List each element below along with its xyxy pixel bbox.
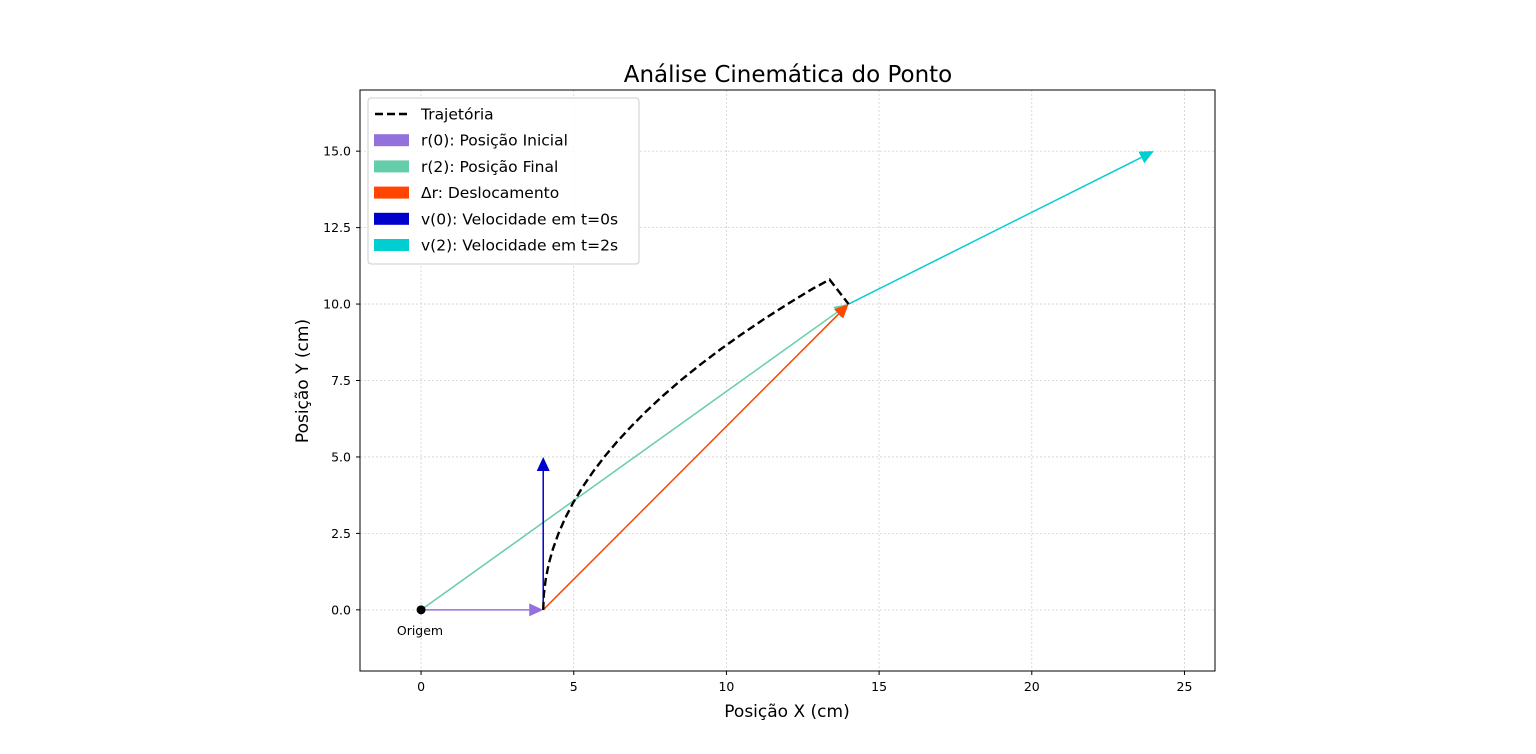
- legend-patch-swatch: [374, 212, 409, 225]
- legend-label: Trajetória: [420, 106, 494, 124]
- legend-label: Δr: Deslocamento: [421, 184, 559, 202]
- grid: [360, 90, 1215, 671]
- legend-entry: v(2): Velocidade em t=2s: [374, 237, 618, 255]
- x-tick-label: 15: [871, 679, 887, 694]
- x-tick-label: 10: [718, 679, 734, 694]
- y-tick-label: 5.0: [331, 449, 351, 464]
- x-tick-label: 25: [1177, 679, 1193, 694]
- legend-entry: Trajetória: [375, 106, 494, 124]
- origin-label: Origem: [397, 623, 443, 638]
- legend-entry: r(0): Posição Inicial: [374, 132, 568, 150]
- vector-head: [834, 304, 849, 319]
- legend-label: r(2): Posição Final: [421, 158, 558, 176]
- y-axis-label: Posição Y (cm): [293, 319, 313, 443]
- vector-shaft: [542, 313, 840, 611]
- vector-head: [529, 603, 544, 617]
- legend-entry: r(2): Posição Final: [374, 158, 558, 176]
- y-tick-label: 15.0: [323, 144, 351, 159]
- axis-ticks: 0 5 10 15 20 25 0.0 2.5 5.0 7.5 10.0 12.5 15.0: [323, 144, 1192, 694]
- vector-r0: [421, 603, 544, 617]
- vector-shaft: [848, 156, 1142, 305]
- legend-patch-swatch: [374, 160, 409, 173]
- chart-title: Análise Cinemática do Ponto: [624, 62, 953, 88]
- legend-patch-swatch: [374, 239, 409, 251]
- legend-patch-swatch: [374, 134, 409, 147]
- x-tick-label: 0: [417, 679, 425, 694]
- x-tick-label: 20: [1024, 679, 1040, 694]
- origin-marker: [416, 605, 426, 615]
- legend-entry: Δr: Deslocamento: [374, 184, 559, 202]
- y-tick-label: 7.5: [331, 373, 351, 388]
- legend-label: v(0): Velocidade em t=0s: [421, 210, 618, 228]
- legend-entry: v(0): Velocidade em t=0s: [374, 210, 618, 228]
- vector-head: [1138, 151, 1154, 164]
- x-tick-label: 5: [570, 679, 578, 694]
- trajectory-line: [542, 278, 850, 610]
- y-tick-label: 10.0: [323, 297, 351, 312]
- x-axis-label: Posição X (cm): [724, 702, 849, 722]
- vector-r: [542, 304, 849, 611]
- legend-label: v(2): Velocidade em t=2s: [421, 237, 618, 255]
- legend-label: r(0): Posição Inicial: [421, 132, 568, 150]
- legend-box: [367, 97, 640, 265]
- y-tick-label: 0.0: [331, 602, 351, 617]
- plot-area: [416, 151, 1154, 617]
- vector-v2: [848, 151, 1154, 305]
- legend-patch-swatch: [374, 186, 409, 199]
- y-tick-label: 2.5: [331, 526, 351, 541]
- y-tick-label: 12.5: [323, 220, 351, 235]
- vector-head: [536, 456, 550, 471]
- vector-v0: [536, 456, 550, 610]
- legend: Trajetória r(0): Posição Inicial r(2): Pos…: [367, 97, 640, 265]
- vector-shaft: [420, 311, 838, 611]
